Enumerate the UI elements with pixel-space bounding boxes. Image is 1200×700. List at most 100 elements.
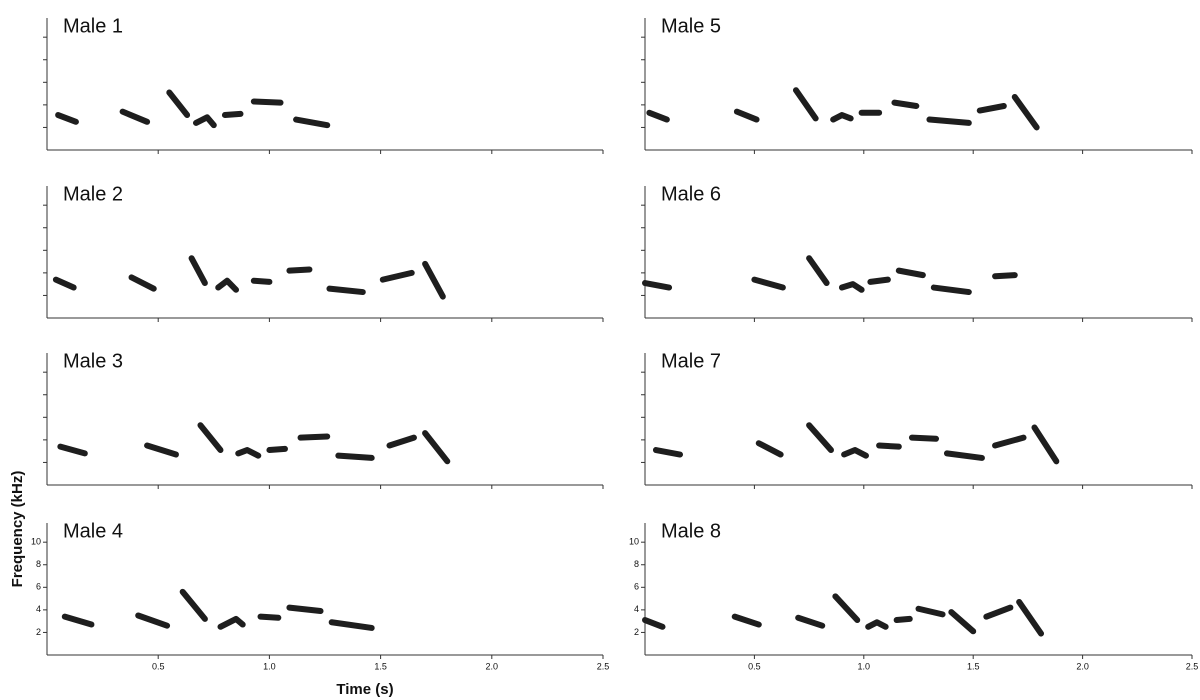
panel: Male 5 [641, 15, 1193, 154]
syllable [422, 260, 446, 300]
syllable [908, 434, 940, 442]
syllable [193, 114, 217, 129]
syllable [197, 422, 224, 454]
y-tick-label: 8 [36, 559, 41, 569]
syllable [930, 284, 972, 296]
panel-title: Male 6 [661, 183, 721, 205]
x-tick-label: 2.5 [1186, 661, 1199, 671]
x-tick-label: 1.0 [858, 661, 871, 671]
syllable [379, 269, 415, 283]
syllable [891, 99, 920, 109]
y-tick-label: 2 [36, 627, 41, 637]
y-tick-label: 8 [634, 559, 639, 569]
syllable [266, 445, 288, 454]
syllable [257, 613, 282, 621]
syllable [293, 116, 331, 129]
x-tick-label: 0.5 [748, 661, 761, 671]
syllable [983, 604, 1014, 620]
syllable [55, 112, 79, 125]
syllable [119, 108, 151, 125]
syllable [1011, 93, 1040, 131]
x-tick-label: 2.5 [597, 661, 610, 671]
panel: Male 4 2 4 6 8 10 0.5 1.0 1.5 2.0 2.5 Time (s) Frequ… [9, 471, 609, 698]
syllable [733, 108, 760, 123]
panel-title: Male 7 [661, 350, 721, 372]
x-tick-label: 2.0 [1076, 661, 1089, 671]
syllable [926, 116, 972, 126]
syllable [215, 277, 240, 293]
syllable [876, 442, 902, 450]
y-tick-label: 4 [634, 604, 639, 614]
syllable [841, 447, 869, 459]
syllable [328, 619, 375, 631]
syllable [61, 613, 95, 628]
panel: Male 6 [641, 183, 1193, 322]
panel-title: Male 2 [63, 183, 123, 205]
syllable [948, 609, 977, 635]
syllable [893, 615, 913, 624]
syllable [832, 593, 861, 624]
syllable [652, 447, 684, 458]
panel: Male 2 [43, 183, 604, 322]
syllable [286, 604, 324, 614]
panel-title: Male 1 [63, 15, 123, 37]
syllable [221, 110, 244, 119]
syllable [731, 613, 762, 628]
syllable [806, 422, 834, 454]
syllable [57, 443, 88, 457]
syllable [297, 433, 331, 441]
y-tick-label: 2 [634, 627, 639, 637]
syllable [386, 434, 417, 449]
syllable [166, 89, 191, 119]
syllable [422, 430, 451, 465]
syllable [179, 588, 208, 622]
syllable [976, 103, 1007, 114]
syllable [806, 255, 830, 287]
syllable [217, 615, 246, 630]
panel-title: Male 4 [63, 520, 123, 542]
panel-title: Male 5 [661, 15, 721, 37]
syllable [1031, 424, 1060, 465]
syllable [135, 612, 171, 629]
panel: Male 8 2 4 6 8 10 0.5 1.0 1.5 2.0 2.5 [629, 520, 1198, 671]
syllable [992, 434, 1027, 449]
syllable [755, 440, 784, 458]
syllable [250, 277, 273, 285]
syllable [286, 266, 313, 274]
x-tick-label: 1.5 [967, 661, 980, 671]
panel: Male 3 [43, 350, 604, 489]
y-axis-label: Frequency (kHz) [9, 471, 26, 588]
syllable [838, 281, 865, 293]
x-tick-label: 1.0 [263, 661, 276, 671]
syllable [895, 267, 926, 279]
syllable [144, 442, 179, 458]
syllable [915, 605, 946, 618]
syllable [335, 452, 375, 461]
y-tick-label: 10 [629, 537, 639, 547]
panel: Male 1 [43, 15, 604, 154]
y-tick-label: 10 [31, 537, 41, 547]
syllable [250, 98, 284, 106]
x-tick-label: 1.5 [374, 661, 387, 671]
y-tick-label: 6 [36, 582, 41, 592]
syllable [992, 272, 1018, 280]
syllable [188, 255, 208, 287]
panel: Male 7 [641, 350, 1193, 489]
syllable [867, 276, 891, 285]
x-tick-label: 2.0 [486, 661, 499, 671]
syllable [128, 274, 157, 292]
syllable [751, 276, 786, 291]
y-tick-label: 4 [36, 604, 41, 614]
syllable [795, 614, 826, 629]
panel-title: Male 8 [661, 520, 721, 542]
syllable [646, 109, 670, 123]
x-tick-label: 0.5 [152, 661, 165, 671]
syllable [642, 617, 666, 630]
syllable [943, 450, 985, 461]
syllable [326, 285, 366, 296]
syllable [865, 619, 889, 630]
syllable [235, 447, 262, 459]
syllable [52, 276, 77, 291]
syllable [1016, 598, 1045, 637]
